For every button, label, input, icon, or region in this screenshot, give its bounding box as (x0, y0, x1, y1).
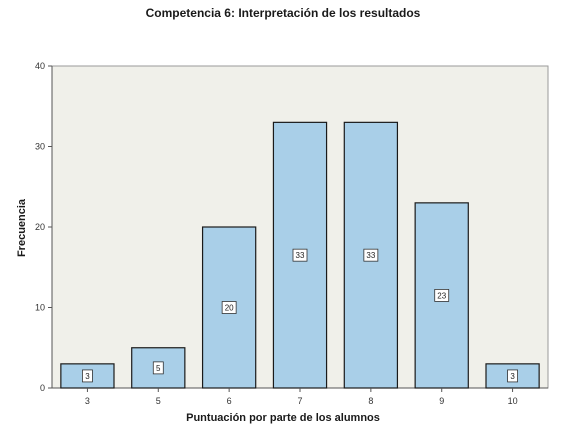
y-tick-label: 40 (35, 61, 45, 71)
data-label-box (221, 301, 237, 314)
bar (272, 121, 328, 389)
x-tick-label: 8 (368, 396, 373, 406)
data-label: 5 (156, 364, 161, 373)
y-tick-label: 30 (35, 142, 45, 152)
x-tick-label: 10 (508, 396, 518, 406)
data-label: 23 (437, 291, 446, 300)
data-label: 20 (225, 304, 234, 313)
data-label-box (363, 248, 379, 262)
data-label: 3 (85, 372, 90, 381)
data-label-box (507, 369, 518, 383)
x-tick-label: 7 (297, 396, 302, 406)
data-label-box (152, 361, 164, 375)
data-label: 33 (296, 251, 305, 260)
data-label-box (292, 248, 308, 262)
y-tick-label: 10 (35, 303, 45, 313)
x-tick-label: 3 (85, 396, 90, 406)
data-label: 3 (510, 372, 515, 381)
x-tick-label: 5 (156, 396, 161, 406)
y-tick-label: 0 (40, 383, 45, 393)
y-tick-label: 20 (35, 222, 45, 232)
chart-title: Competencia 6: Interpretación de los res… (145, 6, 421, 20)
x-axis-label: Puntuación por parte de los alumnos (186, 412, 380, 424)
x-tick-label: 6 (227, 396, 232, 406)
data-label-box (82, 369, 93, 383)
data-label-box (434, 289, 450, 302)
x-tick-label: 9 (439, 396, 444, 406)
data-label: 33 (366, 251, 375, 260)
